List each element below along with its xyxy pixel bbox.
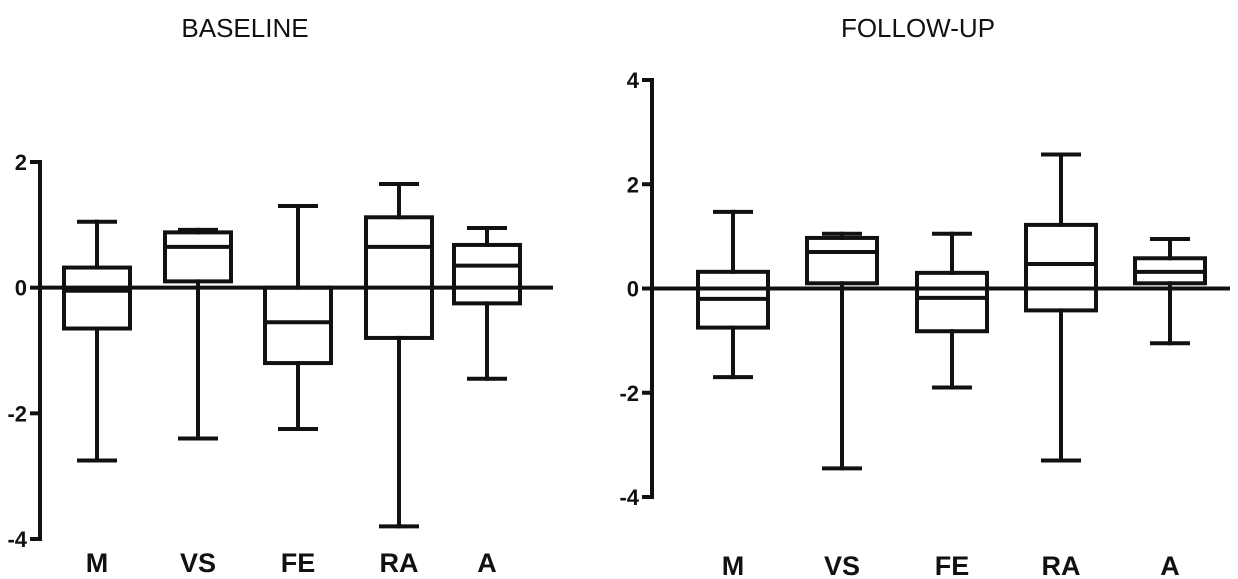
chart-panel-follow-up: FOLLOW-UP 4 2 0 -2 -4 M VS FE RA A [619, 13, 1230, 579]
y-tick-label: -4 [619, 485, 639, 510]
category-label: RA [380, 548, 419, 578]
box-m [62, 219, 132, 463]
chart-title: FOLLOW-UP [841, 13, 995, 43]
category-label: VS [824, 551, 860, 579]
box-a [1133, 236, 1207, 346]
category-label: RA [1042, 551, 1081, 579]
box-fe [263, 203, 333, 432]
category-label: M [86, 548, 109, 578]
y-tick-label: 2 [15, 150, 27, 175]
category-label: FE [281, 548, 316, 578]
box-ra [1024, 152, 1098, 463]
category-label: VS [180, 548, 216, 578]
iqr-box [1024, 222, 1098, 313]
iqr-box [805, 235, 879, 286]
category-label: M [722, 551, 745, 579]
box-ra [364, 181, 434, 529]
box-m [696, 209, 770, 380]
y-tick-label: 4 [627, 68, 640, 93]
box-fe [915, 231, 989, 390]
category-label: A [477, 548, 497, 578]
category-label: FE [935, 551, 970, 579]
y-tick-label: 0 [15, 276, 27, 301]
y-tick-label: 0 [627, 277, 639, 302]
box-vs [163, 227, 233, 441]
iqr-box [915, 270, 989, 334]
box-a [452, 225, 522, 381]
category-label: A [1160, 551, 1180, 579]
chart-panel-baseline: BASELINE 2 0 -2 -4 M VS FE RA A [7, 13, 553, 578]
y-tick-label: -4 [7, 527, 27, 552]
box-vs [805, 231, 879, 471]
iqr-box [452, 242, 522, 306]
iqr-box [62, 265, 132, 331]
iqr-box [163, 230, 233, 284]
y-tick-label: -2 [619, 381, 639, 406]
y-tick-label: -2 [7, 401, 27, 426]
chart-title: BASELINE [181, 13, 308, 43]
y-tick-label: 2 [627, 172, 639, 197]
iqr-box [263, 285, 333, 366]
iqr-box [364, 215, 434, 340]
